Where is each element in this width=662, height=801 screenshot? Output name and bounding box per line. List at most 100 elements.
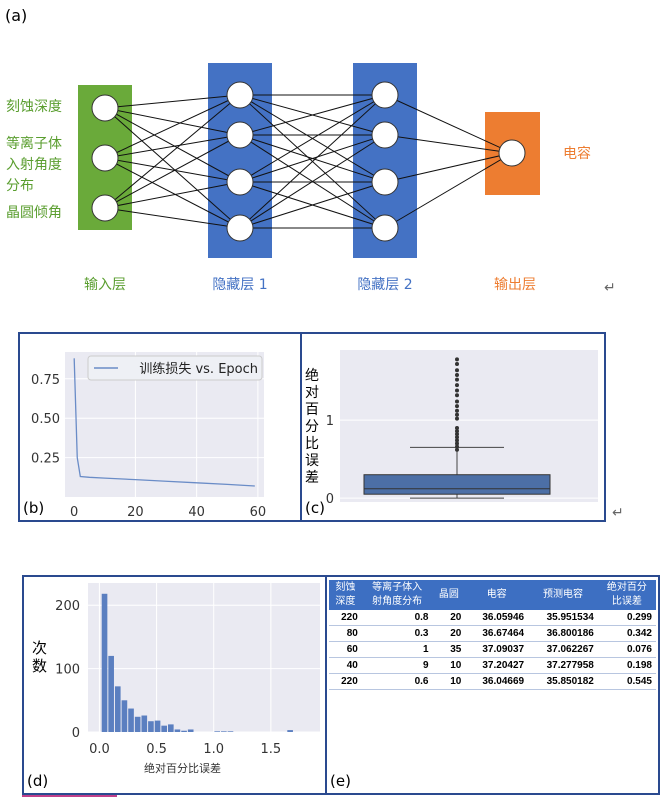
connection-edge bbox=[239, 94, 386, 183]
neuron-node bbox=[91, 144, 119, 172]
input-label-wafer-tilt: 晶圆倾角 bbox=[6, 205, 62, 221]
column-header: 刻蚀 深度 bbox=[329, 580, 362, 610]
histogram-bar bbox=[141, 715, 148, 732]
table-cell: 40 bbox=[329, 657, 362, 674]
table-cell: 37.09037 bbox=[465, 641, 529, 658]
panel-d: 0.0 0.5 1.0 1.5 0 100 200 次数 绝对百分比误差 (d) bbox=[22, 575, 327, 795]
table-row: 40 9 10 37.20427 37.277958 0.198 bbox=[329, 657, 656, 674]
table-cell: 37.277958 bbox=[528, 657, 598, 674]
table-cell: 35.951534 bbox=[528, 610, 598, 626]
histogram-bar bbox=[287, 730, 293, 732]
y-tick-label: 0 bbox=[72, 726, 80, 741]
outlier-point bbox=[455, 435, 459, 440]
histogram-bar bbox=[148, 721, 154, 732]
y-tick-label: 0.75 bbox=[31, 373, 60, 388]
loss-chart: 0 20 40 60 0.25 0.50 0.75 训练损失 vs. Epoch bbox=[31, 352, 266, 520]
connection-edge bbox=[239, 134, 386, 183]
connection-edge bbox=[104, 207, 241, 229]
neural-network-diagram bbox=[78, 63, 540, 258]
outlier-point bbox=[455, 408, 459, 413]
y-tick-label: 0.50 bbox=[31, 412, 60, 427]
table-cell: 0.545 bbox=[597, 673, 656, 690]
connection-edge bbox=[104, 107, 241, 183]
column-header-line: 射角度分布 bbox=[372, 596, 423, 607]
table-cell: 35.850182 bbox=[528, 673, 598, 690]
table-cell: 0.3 bbox=[361, 625, 433, 642]
outlier-point bbox=[455, 441, 459, 446]
connection-edge bbox=[104, 157, 241, 183]
column-header-line: 电容 bbox=[486, 589, 507, 600]
histogram-bar bbox=[154, 720, 161, 732]
panel-a-label: (a) bbox=[5, 6, 28, 25]
table-cell: 37.062267 bbox=[528, 641, 598, 658]
histogram-bar bbox=[101, 593, 108, 732]
column-header-line: 预测电容 bbox=[542, 589, 583, 600]
outlier-point bbox=[455, 444, 459, 449]
box-plot: 01 bbox=[326, 350, 598, 507]
panel-e-label: (e) bbox=[330, 772, 351, 790]
histogram-bar bbox=[227, 731, 234, 732]
connection-edge bbox=[384, 134, 513, 154]
y-tick-label: 0.25 bbox=[31, 452, 60, 467]
outlier-point bbox=[455, 377, 459, 382]
layer-label-hidden-2: 隐藏层 2 bbox=[357, 277, 413, 293]
panel-e: 刻蚀 深度 等离子体入 射角度分布 晶圆 电容 预测电容 绝对百分 比误差 220 0.8 20 36… bbox=[325, 575, 660, 795]
column-header-line: 绝对百分 bbox=[606, 582, 647, 593]
table-cell: 0.198 bbox=[597, 657, 656, 674]
outlier-point bbox=[455, 429, 459, 434]
table-cell: 1 bbox=[361, 641, 433, 658]
connection-edge bbox=[104, 94, 241, 159]
y-tick-label: 100 bbox=[55, 663, 80, 678]
table-cell: 80 bbox=[329, 625, 362, 642]
input-label-plasma-1: 等离子体 bbox=[6, 136, 62, 152]
column-header-line: 刻蚀 bbox=[335, 582, 356, 593]
neuron-node bbox=[371, 214, 399, 242]
histogram-bar bbox=[174, 729, 181, 732]
connection-edge bbox=[384, 152, 513, 229]
table-cell: 36.05946 bbox=[465, 610, 529, 626]
outlier-point bbox=[455, 388, 459, 393]
panel-b-label: (b) bbox=[23, 499, 45, 517]
connection-edge bbox=[104, 94, 241, 109]
histogram-bar bbox=[108, 655, 114, 732]
outlier-point bbox=[455, 425, 459, 430]
neuron-node bbox=[226, 121, 254, 149]
hist-ylabel: 次数 bbox=[32, 639, 48, 675]
box-ylabel: 绝对百分比误差 bbox=[305, 368, 319, 486]
outlier-point bbox=[455, 438, 459, 443]
table-cell: 10 bbox=[432, 673, 466, 690]
neuron-node bbox=[371, 168, 399, 196]
histogram: 0.0 0.5 1.0 1.5 0 100 200 bbox=[55, 583, 320, 757]
x-tick-label: 40 bbox=[188, 505, 205, 520]
column-header-line: 比误差 bbox=[611, 596, 642, 607]
neuron-node bbox=[226, 168, 254, 196]
panel-c-label: (c) bbox=[305, 499, 325, 517]
panel-d-label: (d) bbox=[27, 772, 49, 790]
loss-line bbox=[73, 358, 255, 487]
x-tick-label: 1.0 bbox=[203, 742, 224, 757]
outlier-point bbox=[455, 383, 459, 388]
table-cell: 37.20427 bbox=[465, 657, 529, 674]
histogram-bar bbox=[128, 708, 134, 732]
table-row: 220 0.8 20 36.05946 35.951534 0.299 bbox=[329, 610, 656, 626]
return-mark: ↵ bbox=[612, 505, 624, 521]
table-header-row: 刻蚀 深度 等离子体入 射角度分布 晶圆 电容 预测电容 绝对百分 比误差 bbox=[329, 580, 656, 610]
column-header-line: 晶圆 bbox=[438, 589, 459, 600]
table-cell: 0.6 bbox=[361, 673, 433, 690]
histogram-bar bbox=[187, 729, 194, 732]
outlier-point bbox=[455, 416, 459, 421]
legend-label: 训练损失 vs. Epoch bbox=[139, 362, 258, 377]
connection-edge bbox=[384, 94, 513, 154]
column-header: 绝对百分 比误差 bbox=[597, 580, 656, 610]
table-cell: 0.299 bbox=[597, 610, 656, 626]
neuron-node bbox=[226, 214, 254, 242]
histogram-bar bbox=[221, 731, 227, 732]
outlier-point bbox=[455, 372, 459, 377]
neuron-node bbox=[91, 94, 119, 122]
connection-edge bbox=[239, 94, 386, 229]
connection-edge bbox=[384, 152, 513, 183]
x-tick-label: 0 bbox=[70, 505, 78, 520]
table-cell: 220 bbox=[329, 673, 362, 690]
